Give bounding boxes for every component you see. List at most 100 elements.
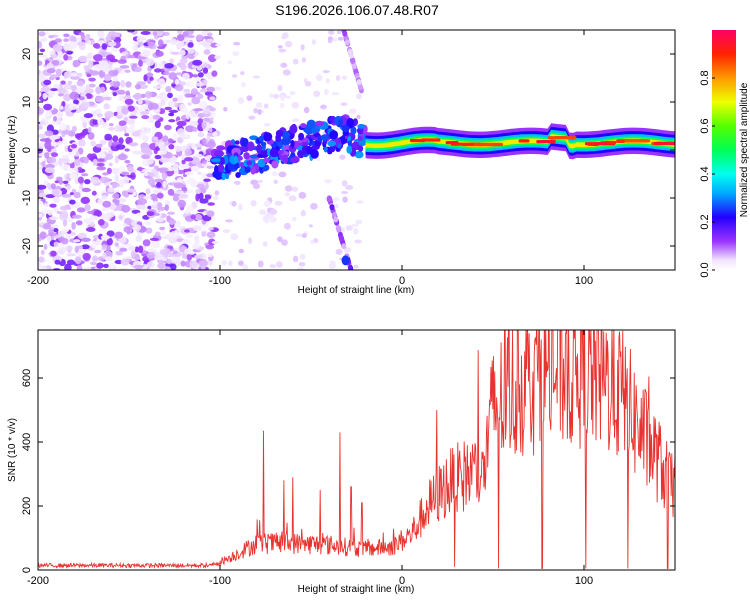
noise-blob	[208, 54, 217, 63]
noise-blob	[53, 228, 59, 233]
noise-blob	[263, 103, 269, 109]
noise-blob	[85, 57, 91, 63]
noise-blob	[180, 57, 188, 65]
noise-blob	[172, 97, 178, 102]
noise-blob	[48, 232, 57, 237]
trail-blob	[248, 154, 259, 159]
noise-blob	[257, 179, 263, 184]
trail-blob	[263, 132, 273, 142]
noise-blob	[195, 188, 201, 195]
noise-blob	[146, 158, 154, 165]
snr-xtick-label: 100	[575, 575, 593, 587]
noise-blob	[142, 168, 151, 172]
noise-blob	[164, 204, 169, 211]
noise-blob	[189, 260, 198, 269]
noise-blob	[114, 259, 123, 265]
noise-blob	[83, 218, 93, 225]
noise-blob	[56, 211, 62, 214]
spectrogram-ylabel: Frequency (Hz)	[7, 116, 18, 185]
noise-blob	[115, 144, 126, 150]
noise-blob	[158, 78, 166, 86]
noise-blob	[177, 30, 183, 35]
noise-blob	[197, 131, 205, 138]
colorbar-tick-label: 0.0	[699, 262, 711, 277]
noise-blob	[141, 93, 146, 98]
noise-blob	[159, 226, 166, 231]
noise-blob	[43, 244, 48, 250]
trail-blob	[282, 154, 288, 164]
noise-blob	[81, 91, 87, 96]
trail-blob	[246, 160, 253, 166]
noise-blob	[262, 215, 269, 222]
noise-blob	[329, 260, 336, 268]
lower-spur-blob	[329, 204, 335, 211]
noise-blob	[121, 51, 129, 56]
noise-blob	[167, 188, 175, 196]
noise-blob	[176, 40, 183, 49]
noise-blob	[66, 245, 73, 251]
noise-blob	[134, 246, 139, 253]
noise-blob	[353, 228, 359, 235]
echo-streak	[518, 139, 530, 143]
noise-blob	[90, 261, 97, 266]
noise-blob	[133, 224, 142, 232]
noise-blob	[201, 173, 209, 179]
noise-blob	[300, 44, 305, 51]
noise-blob	[94, 61, 100, 65]
noise-blob	[149, 237, 159, 241]
noise-blob	[127, 165, 134, 172]
colorbar: 0.0 0.2 0.4 0.6 0.8 Normalized spectral ampl…	[699, 30, 750, 278]
noise-blob	[203, 79, 208, 86]
noise-blob	[342, 196, 348, 203]
noise-blob	[187, 247, 193, 255]
noise-blob	[135, 83, 141, 90]
noise-blob	[130, 123, 136, 128]
trail-blob	[301, 145, 308, 155]
noise-blob	[230, 233, 239, 241]
noise-blob	[121, 171, 130, 176]
noise-blob	[69, 91, 80, 100]
noise-blob	[74, 133, 81, 139]
noise-blob	[119, 247, 128, 252]
noise-blob	[162, 135, 169, 143]
noise-blob	[148, 172, 156, 177]
noise-blob	[38, 184, 47, 190]
trail-blob	[244, 168, 251, 173]
noise-blob	[69, 192, 74, 196]
noise-blob	[118, 95, 124, 102]
noise-blob	[62, 180, 69, 184]
noise-blob	[69, 163, 75, 169]
noise-blob	[187, 30, 194, 35]
noise-blob	[125, 136, 133, 145]
noise-blob	[114, 69, 119, 75]
noise-blob	[301, 233, 307, 239]
noise-blob	[208, 238, 216, 246]
noise-blob	[136, 129, 143, 133]
noise-blob	[345, 225, 353, 231]
noise-blob	[117, 153, 128, 161]
noise-blob	[215, 43, 222, 47]
noise-blob	[328, 30, 335, 35]
noise-blob	[60, 80, 66, 85]
noise-blob	[313, 90, 321, 98]
noise-blob	[214, 55, 221, 60]
trail-blob	[275, 129, 284, 137]
snr-ylabel: SNR (10 * v/v)	[7, 418, 18, 482]
noise-blob	[182, 72, 190, 80]
noise-blob	[280, 95, 285, 101]
trail-blob	[300, 123, 307, 129]
noise-blob	[89, 39, 95, 46]
noise-blob	[173, 182, 184, 189]
trail-blob	[260, 141, 267, 147]
noise-blob	[169, 58, 175, 64]
trail-blob	[263, 157, 269, 163]
trail-blob	[311, 127, 317, 135]
noise-blob	[163, 251, 169, 258]
noise-blob	[187, 102, 192, 106]
noise-blob	[203, 178, 211, 182]
noise-blob	[202, 160, 207, 164]
trail-blob	[327, 140, 337, 147]
noise-blob	[202, 137, 207, 146]
noise-blob	[147, 205, 152, 210]
